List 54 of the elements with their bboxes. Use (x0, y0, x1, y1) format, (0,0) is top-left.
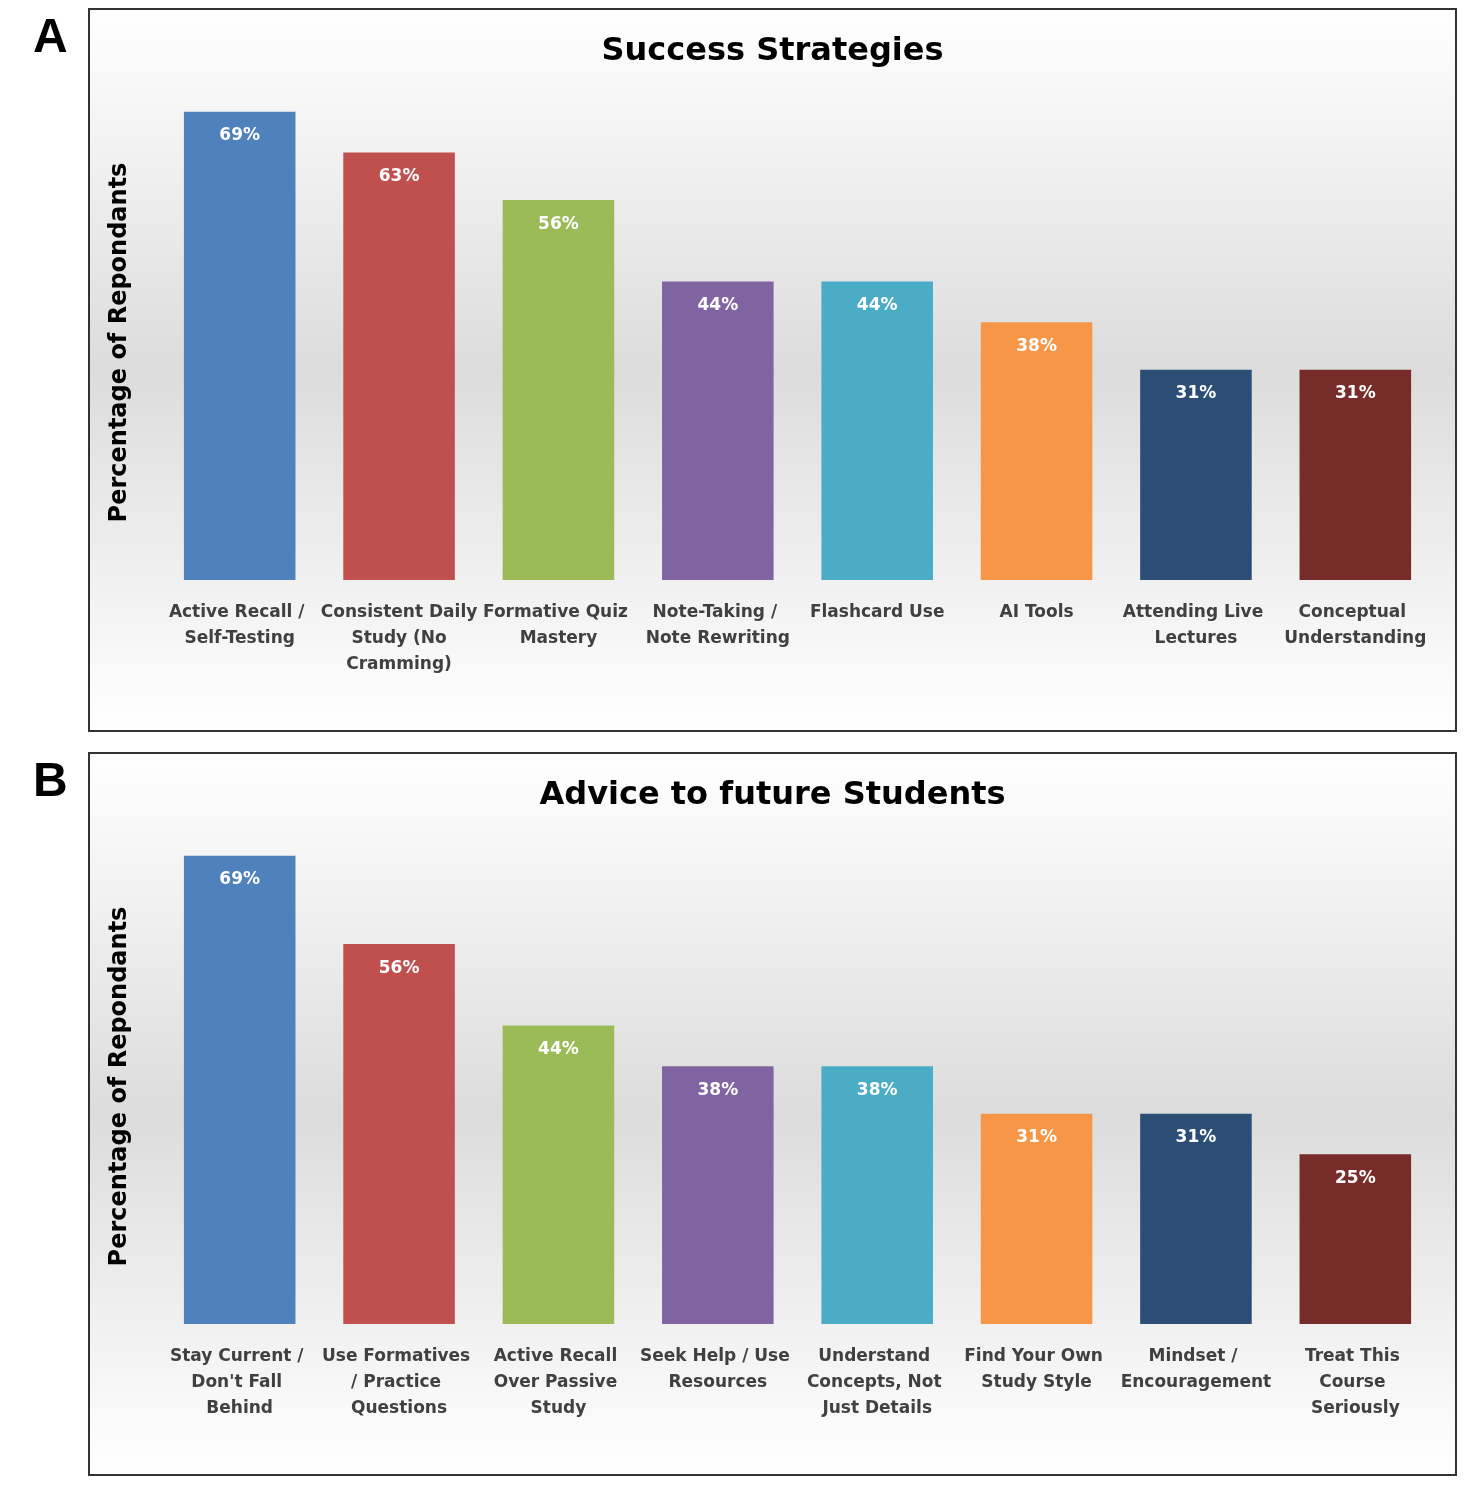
data-label: 44% (697, 293, 739, 314)
bar (502, 1025, 615, 1324)
bar (821, 281, 933, 580)
x-tick-label: Stay Current / Don't Fall Behind (169, 1345, 310, 1417)
bar (980, 322, 1093, 580)
data-label: 38% (856, 1078, 898, 1099)
data-label: 31% (1175, 382, 1217, 403)
x-tick-label: Treat This Course Seriously (1304, 1345, 1406, 1417)
bar (1299, 1154, 1412, 1324)
data-label: 38% (1016, 334, 1057, 355)
data-label: 56% (378, 956, 420, 977)
data-label: 63% (378, 165, 420, 185)
bar (1140, 1113, 1252, 1324)
chart-title: Advice to future Students (539, 774, 1006, 812)
data-label: 38% (697, 1078, 739, 1099)
bar (662, 281, 774, 580)
chart-title: Success Strategies (601, 30, 944, 68)
data-label: 25% (1334, 1166, 1376, 1187)
x-tick-label: AI Tools (999, 601, 1074, 621)
bar (980, 1113, 1093, 1324)
y-axis-title: Percentage of Repondants (104, 162, 132, 523)
x-tick-label: Active Recall Over Passive Study (493, 1345, 624, 1417)
x-tick-label: Seek Help / Use Resources (639, 1345, 796, 1391)
x-tick-label: Consistent Daily Study (No Cramming) (320, 601, 478, 673)
y-axis-title: Percentage of Repondants (104, 906, 132, 1267)
x-tick-label: Use Formatives / Practice Questions (321, 1345, 477, 1417)
bar (1140, 369, 1252, 580)
text: A (32, 8, 69, 63)
x-tick-label: Formative Quiz Mastery (483, 601, 634, 647)
data-label: 56% (538, 212, 579, 233)
x-tick-label: Note-Taking / Note Rewriting (645, 601, 790, 647)
bar (502, 200, 615, 580)
data-label: 44% (538, 1037, 579, 1058)
data-label: 69% (219, 124, 261, 145)
bar (183, 111, 296, 580)
bar (343, 152, 455, 580)
x-tick-label: Find Your Own Study Style (964, 1345, 1109, 1391)
x-tick-label: Conceptual Understanding (1284, 601, 1427, 647)
bar (821, 1066, 933, 1324)
x-tick-label: Active Recall / Self-Testing (168, 601, 311, 647)
bar (343, 944, 455, 1324)
x-tick-label: Mindset / Encouragement (1120, 1345, 1272, 1391)
x-tick-label: Attending Live Lectures (1122, 601, 1270, 647)
text: B (32, 752, 69, 807)
bar (662, 1066, 774, 1324)
x-tick-label: Understand Concepts, Not Just Details (806, 1345, 948, 1417)
data-label: 31% (1175, 1126, 1217, 1147)
bar (1299, 369, 1412, 580)
bar (183, 855, 296, 1324)
data-label: 69% (219, 868, 261, 889)
data-label: 44% (856, 293, 898, 314)
data-label: 31% (1334, 382, 1376, 403)
x-tick-label: Flashcard Use (809, 601, 945, 621)
data-label: 31% (1016, 1126, 1057, 1147)
